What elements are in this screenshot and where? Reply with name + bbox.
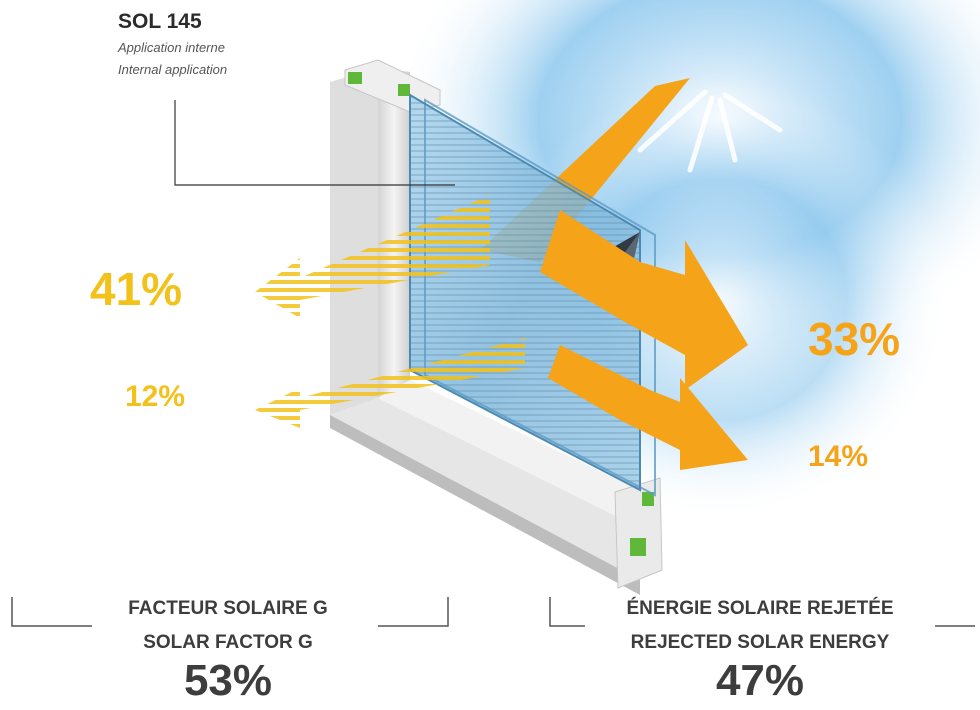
rejected-energy-bracket <box>549 597 585 627</box>
label-pointer-line <box>174 100 455 186</box>
gasket-bottom-icon <box>630 538 646 556</box>
application-en: Internal application <box>118 62 228 77</box>
solar-factor-label-en: SOLAR FACTOR G <box>143 632 313 653</box>
value-rejected-secondary: 14% <box>808 440 869 473</box>
application-fr: Application interne <box>118 40 225 55</box>
value-rejected-main: 33% <box>808 313 901 365</box>
solar-factor-value: 53% <box>183 656 273 705</box>
transmitted-arrows <box>255 195 525 428</box>
rejected-arrow-33 <box>540 210 748 390</box>
rejected-arrows <box>540 210 748 470</box>
rejected-energy-label-en: REJECTED SOLAR ENERGY <box>630 632 890 653</box>
value-inward-secondary: 12% <box>125 380 186 413</box>
rejected-energy-label-fr: ÉNERGIE SOLAIRE REJETÉE <box>626 598 894 619</box>
window-frame <box>330 59 663 595</box>
sun-rays <box>637 89 783 173</box>
solar-factor-label-fr: FACTEUR SOLAIRE G <box>128 598 328 619</box>
product-title: SOL 145 <box>118 10 202 33</box>
rejected-energy-value: 47% <box>715 656 805 705</box>
gasket-top-icon <box>348 72 362 84</box>
transmitted-arrow-12 <box>255 338 525 428</box>
solar-factor-bracket <box>11 597 92 627</box>
value-inward-main: 41% <box>90 263 183 315</box>
rejected-arrow-14 <box>548 345 748 470</box>
transmitted-arrow-41 <box>255 195 490 318</box>
